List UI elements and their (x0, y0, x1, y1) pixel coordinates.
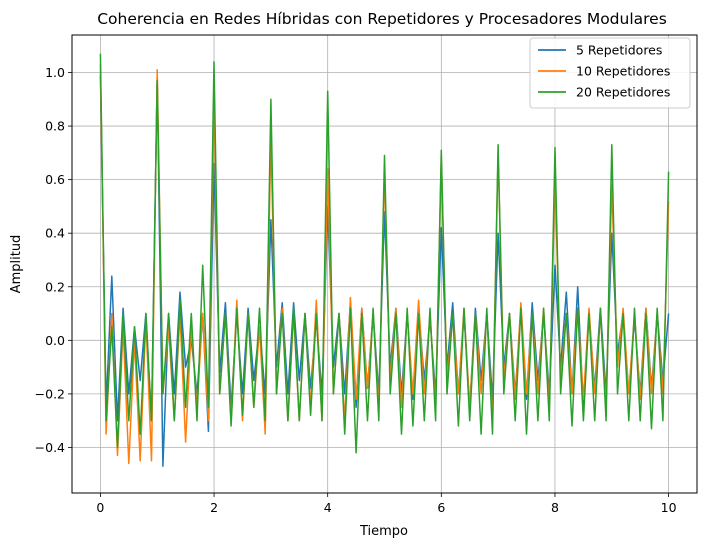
x-tick-label: 6 (437, 500, 445, 515)
plot-area-frame (71, 34, 698, 494)
y-tick-label: −0.4 (35, 440, 65, 455)
y-tick-label: −0.2 (35, 386, 65, 401)
y-axis-label: Amplitud (9, 235, 24, 294)
legend-label: 5 Repetidores (576, 43, 662, 58)
y-tick-label: 0.8 (45, 119, 65, 134)
legend-box (529, 37, 691, 109)
x-tick-label: 10 (661, 500, 677, 515)
x-axis-label: Tiempo (359, 524, 408, 539)
y-tick-label: 0.0 (45, 333, 65, 348)
series-lines (99, 53, 670, 467)
x-tick-label: 4 (324, 500, 332, 515)
legend: 5 Repetidores 10 Repetidores 20 Repetidore… (529, 37, 691, 109)
legend-label: 20 Repetidores (576, 85, 670, 100)
y-axis-ticks: −0.4 −0.2 0.0 0.2 0.4 0.6 0.8 1.0 (35, 65, 72, 455)
legend-label: 10 Repetidores (576, 64, 670, 79)
x-tick-label: 8 (551, 500, 559, 515)
y-tick-label: 0.6 (45, 172, 65, 187)
y-tick-label: 1.0 (45, 65, 65, 80)
series-line-3 (99, 53, 670, 454)
y-tick-label: 0.2 (45, 279, 65, 294)
x-axis-ticks: 0 2 4 6 8 10 (96, 493, 677, 515)
chart-title: Coherencia en Redes Híbridas con Repetid… (97, 10, 667, 28)
x-tick-label: 2 (210, 500, 218, 515)
y-tick-label: 0.4 (45, 226, 65, 241)
x-tick-label: 0 (96, 500, 104, 515)
